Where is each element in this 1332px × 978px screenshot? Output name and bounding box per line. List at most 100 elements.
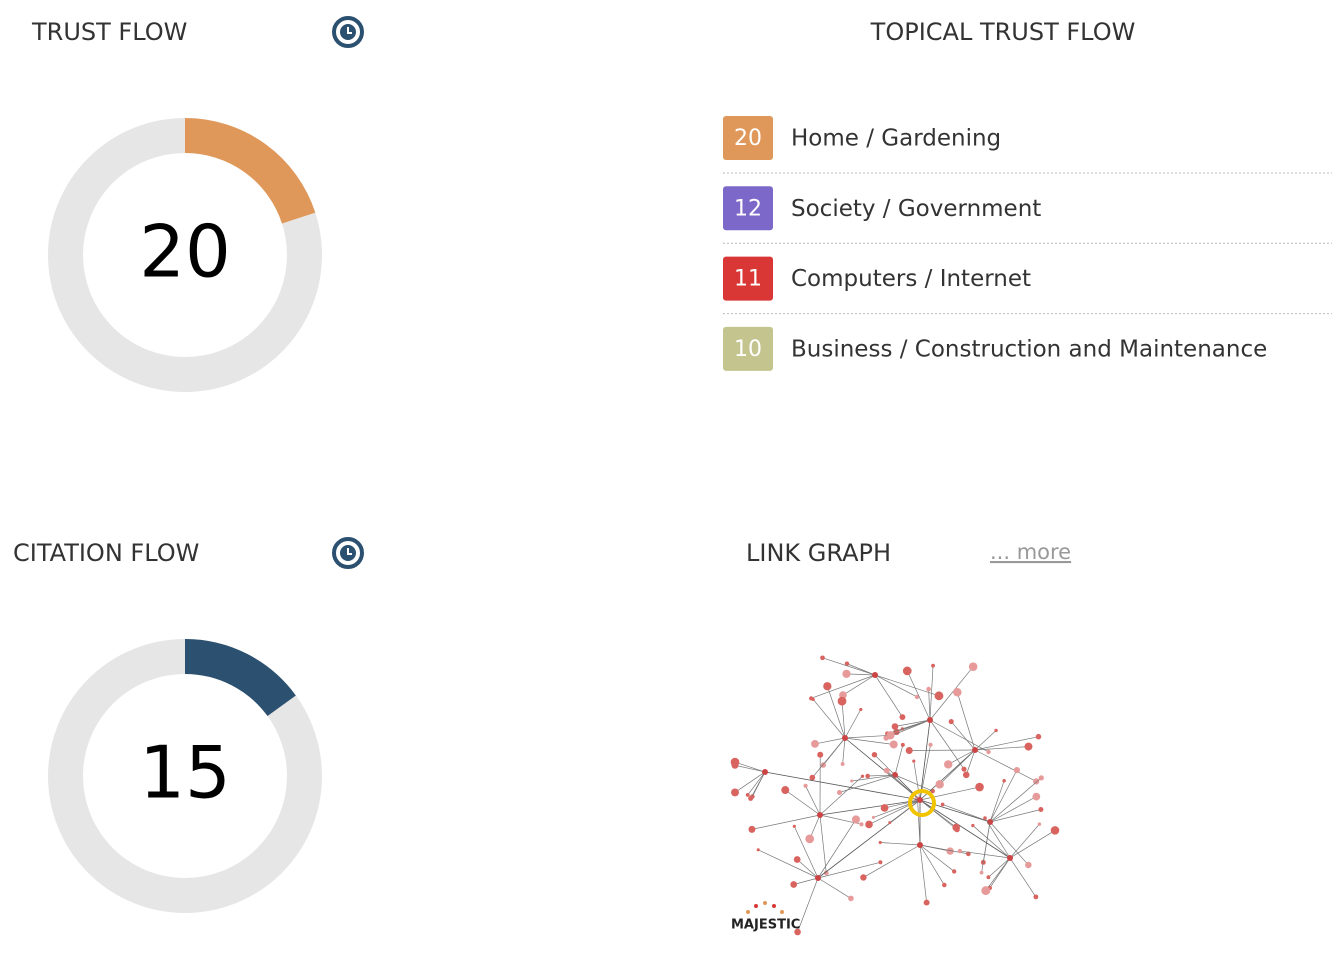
edge	[844, 737, 921, 801]
section-title: TRUST FLOW	[31, 18, 187, 46]
node	[1033, 778, 1040, 785]
node	[972, 747, 978, 753]
edge	[812, 737, 846, 778]
edge	[919, 799, 991, 823]
node	[927, 717, 933, 723]
node	[979, 870, 984, 875]
node	[840, 762, 845, 766]
node	[923, 899, 930, 906]
edge	[842, 737, 846, 765]
edge	[887, 719, 931, 734]
node	[994, 728, 998, 733]
node	[1032, 792, 1041, 801]
node	[859, 707, 863, 712]
node	[962, 771, 970, 779]
edge	[734, 761, 766, 773]
node	[865, 820, 873, 829]
edge	[919, 844, 955, 872]
node	[859, 822, 864, 827]
node	[820, 655, 825, 661]
node	[986, 875, 991, 880]
node	[1025, 861, 1032, 869]
edge	[846, 673, 876, 676]
node	[872, 672, 878, 678]
edge	[751, 814, 821, 830]
node	[917, 797, 923, 803]
edge	[906, 670, 931, 721]
topic-label: Society / Government	[791, 196, 1041, 222]
node	[888, 821, 892, 825]
node	[756, 848, 760, 852]
node	[1007, 855, 1013, 861]
node	[957, 848, 963, 854]
node	[792, 824, 796, 828]
node	[892, 772, 898, 778]
node	[983, 816, 987, 820]
edge	[841, 701, 846, 739]
history-icon[interactable]	[332, 537, 364, 569]
edge	[844, 734, 891, 739]
topic-badge	[723, 116, 773, 160]
node	[930, 788, 935, 794]
node	[926, 686, 931, 692]
node	[942, 882, 947, 888]
topic-badge	[723, 186, 773, 231]
gauge-value: 15	[139, 731, 231, 815]
node	[805, 834, 815, 844]
edge	[797, 877, 819, 933]
edge	[929, 665, 934, 721]
edge	[989, 821, 1029, 866]
node	[952, 869, 957, 874]
node	[817, 812, 823, 818]
node	[952, 823, 960, 832]
node	[912, 759, 916, 763]
node	[878, 840, 882, 845]
edge	[974, 736, 1039, 751]
edge	[819, 776, 863, 816]
node	[914, 694, 920, 700]
node	[793, 856, 801, 863]
edge	[884, 799, 921, 809]
edge	[894, 774, 921, 801]
edge	[939, 749, 976, 785]
node	[781, 786, 790, 795]
edge	[919, 799, 1011, 859]
edge	[1009, 830, 1056, 859]
node	[902, 666, 912, 676]
topic-label: Business / Construction and Maintenance	[791, 336, 1267, 362]
node	[794, 928, 801, 936]
node	[731, 788, 739, 797]
node	[934, 691, 944, 701]
node	[1013, 767, 1020, 774]
history-icon[interactable]	[332, 16, 364, 48]
node	[946, 847, 954, 855]
more-link[interactable]: ... more	[990, 540, 1071, 564]
node	[748, 825, 756, 833]
node	[851, 815, 861, 824]
edge	[950, 721, 976, 751]
logo-dot	[754, 904, 758, 908]
node	[837, 696, 847, 706]
edge	[734, 764, 766, 773]
node	[940, 802, 945, 807]
node	[844, 661, 850, 666]
edge	[988, 857, 1011, 878]
node	[975, 782, 984, 792]
node	[1038, 775, 1044, 781]
node	[850, 779, 854, 783]
node	[878, 860, 883, 865]
edge	[974, 749, 1037, 782]
node	[860, 774, 865, 778]
edge	[817, 861, 881, 879]
node	[823, 682, 832, 691]
edge	[919, 786, 980, 801]
edge	[894, 719, 931, 727]
edge	[839, 774, 896, 793]
edge	[989, 796, 1037, 823]
edge	[929, 719, 965, 770]
edge	[793, 826, 819, 879]
node	[981, 886, 991, 896]
node	[817, 751, 824, 758]
